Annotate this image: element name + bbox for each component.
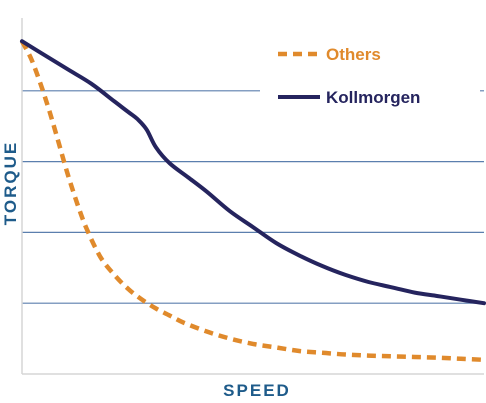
legend: Others Kollmorgen bbox=[260, 23, 480, 122]
series-lines bbox=[19, 39, 486, 363]
legend-box bbox=[260, 23, 480, 122]
axes bbox=[21, 18, 484, 375]
series-line-others bbox=[19, 40, 485, 363]
legend-label-kollmorgen: Kollmorgen bbox=[326, 88, 420, 107]
series-line-kollmorgen bbox=[20, 39, 486, 306]
grid-lines bbox=[22, 90, 484, 304]
legend-label-others: Others bbox=[326, 45, 381, 64]
x-axis-title: SPEED bbox=[223, 381, 291, 400]
y-axis-title: TORQUE bbox=[1, 141, 20, 225]
